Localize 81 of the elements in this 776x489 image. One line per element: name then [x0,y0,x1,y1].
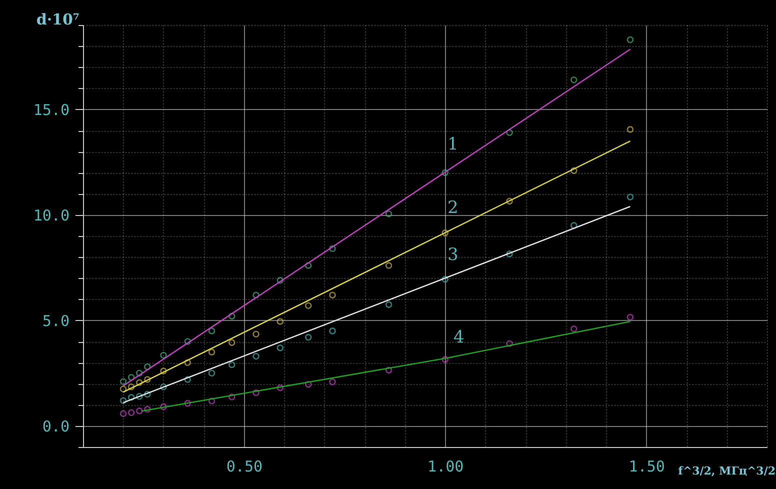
point [144,390,151,398]
point [276,384,284,392]
point [160,368,167,374]
point [160,383,167,390]
point [228,312,236,320]
point [160,403,167,410]
point [252,330,260,338]
point [252,389,260,396]
point [160,352,167,359]
point [442,276,449,283]
point [128,374,135,381]
point [144,363,151,370]
y-tick-label: 0.0 [42,417,70,436]
point [626,194,634,200]
point [276,276,284,284]
point [120,378,127,385]
x-axis-title: f^3/2, МГц^3/2 [678,464,776,478]
point [570,76,578,84]
point [442,356,449,363]
point [385,301,392,308]
point [184,338,191,345]
point [442,169,449,176]
point [304,334,312,341]
point [208,348,216,356]
point [136,392,143,400]
series-label: 3 [447,245,458,266]
point [120,410,127,418]
point [304,262,312,269]
point [626,126,634,133]
point [208,398,216,404]
point [228,361,236,368]
series-label: 4 [453,328,464,348]
point [128,383,135,390]
point [626,314,634,321]
point [184,400,191,407]
x-tick-label: 1.50 [628,458,665,476]
point [570,222,578,229]
point [136,370,143,377]
point [570,325,578,332]
point [208,370,216,377]
point [252,352,260,360]
y-tick-label: 15.0 [33,100,70,119]
point [276,318,284,325]
point [128,409,135,416]
point [506,250,513,258]
point [120,397,127,404]
point [329,245,336,252]
point [144,406,151,413]
point [304,380,312,388]
point [506,129,513,136]
point [252,292,260,298]
point [506,340,513,347]
point [329,378,336,386]
point [128,394,135,401]
point [184,359,191,366]
point [385,262,392,269]
series-label: 2 [447,198,458,218]
point [329,292,336,298]
point [228,394,236,400]
series-label: 1 [447,134,458,154]
y-tick-label: 10.0 [33,206,70,224]
point [208,328,216,334]
point [276,344,284,352]
point [385,210,392,218]
point [385,366,392,374]
y-tick-label: 5.0 [42,312,70,330]
point [570,167,578,174]
x-tick-label: 1.00 [428,458,464,476]
point [136,408,143,414]
point [136,379,143,386]
point [228,339,236,346]
point [304,302,312,310]
x-tick-label: 0.50 [226,458,263,476]
y-axis-title: d·10⁷ [36,10,80,28]
point [626,36,634,44]
point [144,376,151,383]
point [120,386,127,392]
point [184,376,191,383]
point [506,198,513,205]
point [329,328,336,334]
point [442,229,449,236]
